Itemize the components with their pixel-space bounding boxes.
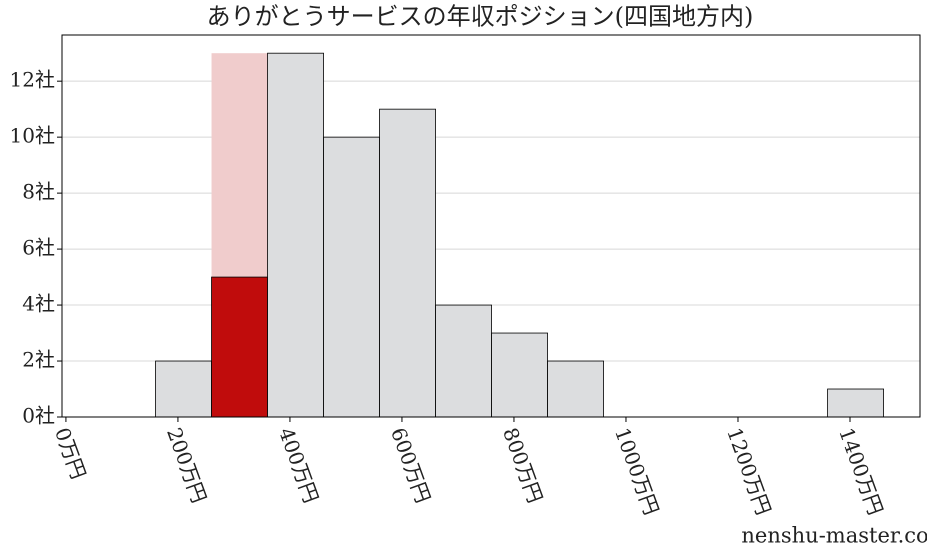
watermark: nenshu-master.com [741,524,927,548]
bar [547,360,604,418]
x-tick-label: 1400万円 [834,424,888,518]
y-tick-label: 0社 [22,404,55,428]
plot-frame [61,34,921,418]
x-tick-label: 600万円 [386,424,435,506]
x-tick-label: 400万円 [274,424,323,506]
y-tick-label: 6社 [22,236,55,260]
y-tick-label: 2社 [22,348,55,372]
bar [491,332,548,418]
highlight-bar [211,276,268,418]
x-tick-label: 800万円 [498,424,547,506]
x-tick-label: 200万円 [162,424,211,506]
x-tick-label: 0万円 [50,424,91,482]
x-tick-label: 1200万円 [722,424,776,518]
bar [323,136,380,418]
y-tick-label: 12社 [10,68,55,92]
x-tick-label: 1000万円 [610,424,664,518]
y-tick-label: 8社 [22,180,55,204]
y-tick-label: 4社 [22,292,55,316]
bar [827,388,884,418]
chart-title: ありがとうサービスの年収ポジション(四国地方内) [207,3,754,31]
bar [435,304,492,418]
bar [155,360,212,418]
bar [379,108,436,418]
bar [267,52,324,418]
y-tick-label: 10社 [10,124,55,148]
